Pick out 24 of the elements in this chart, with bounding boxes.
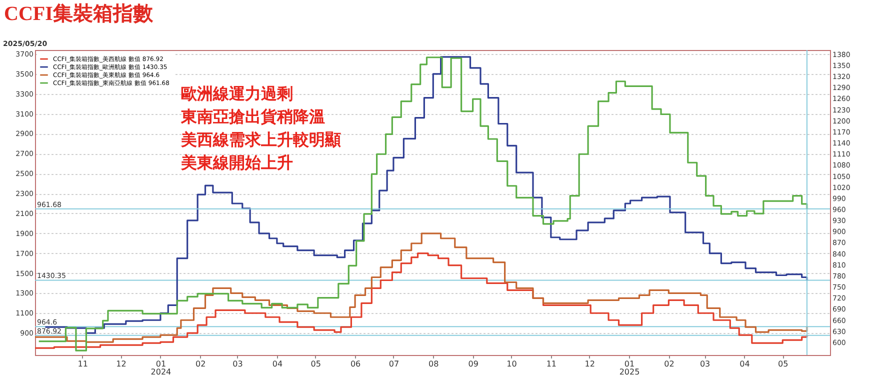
x-tick-label: 10 [506,360,517,368]
annotation: 美東線開始上升 [180,153,293,172]
x-tick-label: 03 [232,360,243,368]
x-tick-label: 11 [546,360,557,368]
annotation: 歐洲線運力過剩 [181,84,293,103]
x-tick-label: 04 [740,360,750,368]
chart-title: CCFI集裝箱指數 [4,3,154,25]
x-tick-label: 03 [700,360,710,368]
x-tick-label: 09 [468,360,478,368]
x-tick-label: 12 [584,360,595,368]
x-tick-label: 01 2024 [150,360,172,376]
x-tick-label: 07 [388,360,400,368]
x-tick-label: 11 [78,360,88,368]
x-tick-label: 06 [350,360,361,368]
x-tick-label: 02 [664,360,674,368]
x-tick-label: 02 [196,360,206,368]
annotation: 美西線需求上升較明顯 [180,130,341,149]
x-tick-label: 01 2025 [619,360,640,376]
x-tick-label: 08 [428,360,439,368]
x-tick-label: 12 [116,360,126,368]
annotation: 東南亞搶出貨稍降溫 [180,107,325,126]
x-tick-label: 04 [272,360,283,368]
x-tick-label: 05 [778,360,788,368]
x-tick-label: 05 [310,360,321,368]
